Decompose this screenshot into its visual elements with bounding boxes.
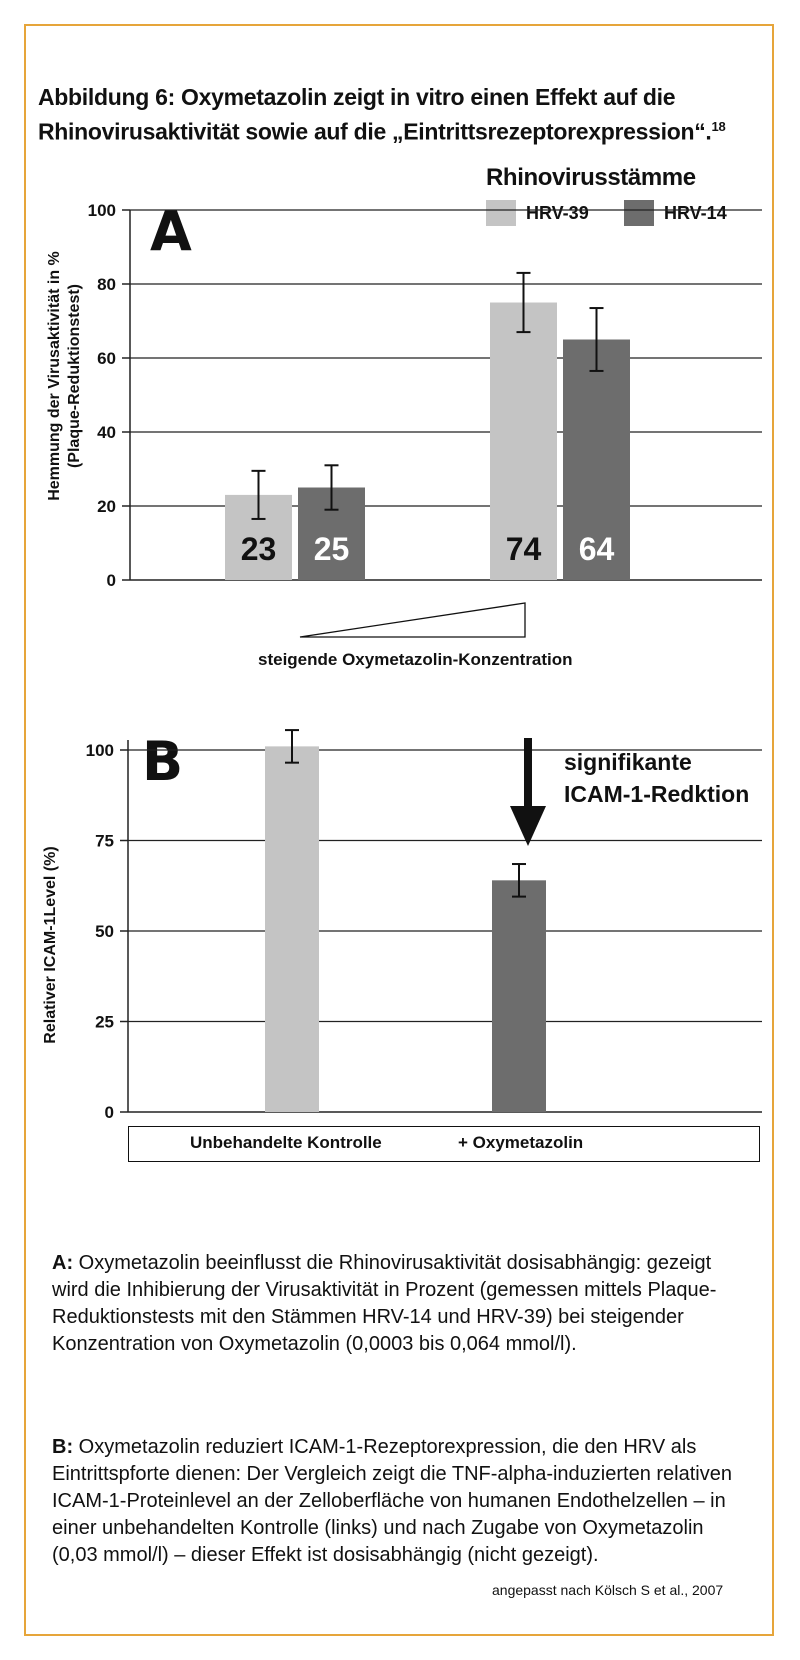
legend-swatch-hrv-14 xyxy=(624,200,654,226)
y-tick-label: 50 xyxy=(95,922,114,941)
data-label: 74 xyxy=(506,531,542,567)
figure-title: Abbildung 6: Oxymetazolin zeigt in vitro… xyxy=(38,84,726,145)
title-superscript: 18 xyxy=(711,119,726,134)
legend-swatch-hrv-39 xyxy=(486,200,516,226)
y-tick-label: 60 xyxy=(97,349,116,368)
data-label: 64 xyxy=(579,531,615,567)
bar xyxy=(492,880,546,1112)
arrow-head xyxy=(510,806,546,846)
chart-b-category-box xyxy=(128,1126,760,1162)
caption-a: A: Oxymetazolin beeinflusst die Rhinovir… xyxy=(52,1252,717,1355)
legend-label-hrv-14: HRV-14 xyxy=(664,202,727,223)
figure-frame xyxy=(24,24,774,1636)
y-tick-label: 75 xyxy=(95,832,114,851)
category-label-kontrolle: Unbehandelte Kontrolle xyxy=(190,1133,382,1152)
chart-b-annotation: signifikante ICAM-1-Redktion xyxy=(564,749,750,807)
y-tick-label: 0 xyxy=(107,571,116,590)
legend-title: Rhinovirusstämme xyxy=(486,164,696,191)
y-tick-label: 20 xyxy=(97,497,116,516)
chart-a: 0 20 40 60 80 100 23 25 74 64 xyxy=(88,201,762,638)
legend-item-hrv-14: HRV-14 xyxy=(624,200,727,226)
bar xyxy=(563,339,630,580)
y-tick-label: 25 xyxy=(95,1013,114,1032)
chart-b: 0 25 50 75 100 xyxy=(86,729,762,1120)
data-label: 23 xyxy=(241,531,277,567)
concentration-wedge xyxy=(299,602,526,638)
y-tick-label: 100 xyxy=(86,741,114,760)
chart-a-xlabel: steigende Oxymetazolin-Konzentration xyxy=(258,650,573,669)
source-note: angepasst nach Kölsch S et al., 2007 xyxy=(492,1582,724,1598)
category-label-oxymetazolin: + Oxymetazolin xyxy=(458,1133,584,1152)
y-tick-label: 80 xyxy=(97,275,116,294)
y-tick-label: 40 xyxy=(97,423,116,442)
arrow-shaft xyxy=(524,738,532,810)
bar xyxy=(265,746,319,1112)
caption-b: B: Oxymetazolin reduziert ICAM-1-Rezepto… xyxy=(52,1436,732,1566)
bar xyxy=(490,302,557,580)
y-tick-label: 0 xyxy=(105,1103,114,1120)
panel-letter-b: B xyxy=(142,730,184,793)
y-tick-label: 100 xyxy=(88,201,116,220)
legend-item-hrv-39: HRV-39 xyxy=(486,200,589,226)
data-label: 25 xyxy=(314,531,350,567)
legend-label-hrv-39: HRV-39 xyxy=(526,202,589,223)
